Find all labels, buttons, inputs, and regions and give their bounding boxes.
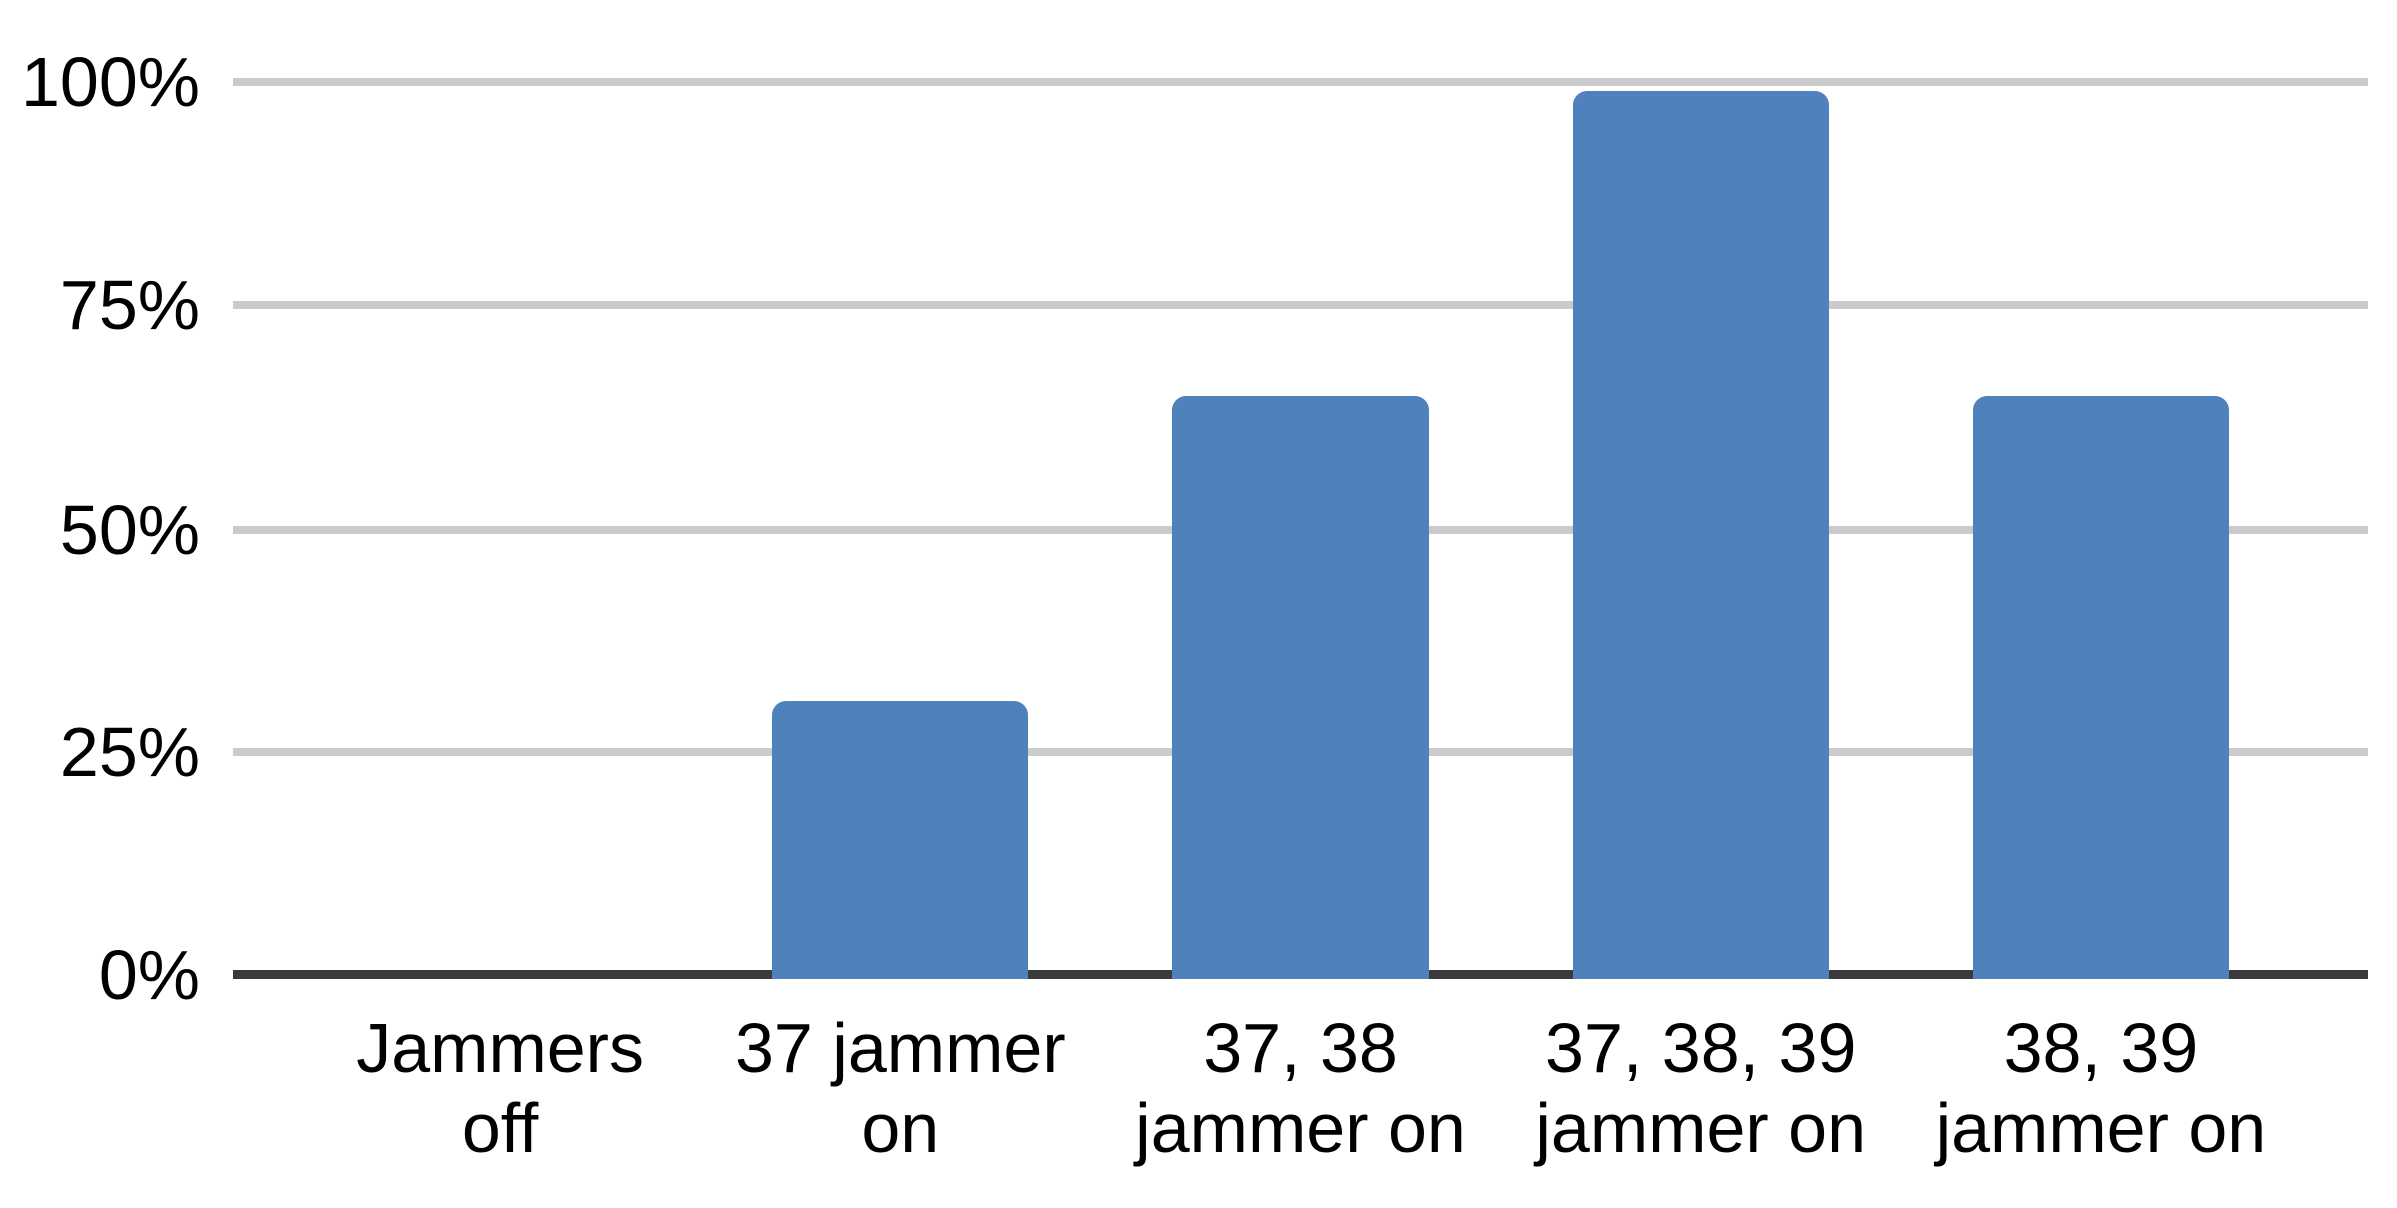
y-tick-label-25: 25% — [59, 713, 200, 791]
x-axis-labels: Jammers off 37 jammer on 37, 38 jammer o… — [233, 1008, 2368, 1168]
bar-slot-37-38-39-jammer-on — [1501, 82, 1901, 979]
bar-slot-38-39-jammer-on — [1901, 82, 2301, 979]
bar-slot-37-jammer-on — [700, 82, 1100, 979]
x-label-37-jammer-on: 37 jammer on — [734, 1009, 1066, 1167]
y-tick-label-50: 50% — [59, 491, 200, 569]
bar-slot-jammers-off — [300, 82, 700, 979]
bar-38-39-jammer-on — [1972, 395, 2229, 979]
plot-area — [233, 82, 2368, 979]
bar-37-38-jammer-on — [1172, 395, 1429, 979]
x-label-38-39-jammer-on: 38, 39 jammer on — [1935, 1009, 2267, 1167]
y-tick-label-100: 100% — [20, 43, 200, 121]
x-label-37-38-39-jammer-on: 37, 38, 39 jammer on — [1535, 1009, 1867, 1167]
bar-37-jammer-on — [772, 700, 1029, 979]
x-label-jammers-off: Jammers off — [356, 1009, 644, 1167]
y-tick-label-0: 0% — [98, 936, 200, 1014]
x-label-37-38-jammer-on: 37, 38 jammer on — [1135, 1009, 1466, 1167]
bar-37-38-39-jammer-on — [1572, 90, 1829, 979]
gridline-75 — [233, 301, 2368, 309]
bar-slot-37-38-jammer-on — [1100, 82, 1500, 979]
gridline-100 — [233, 78, 2368, 86]
y-tick-label-75: 75% — [59, 266, 200, 344]
